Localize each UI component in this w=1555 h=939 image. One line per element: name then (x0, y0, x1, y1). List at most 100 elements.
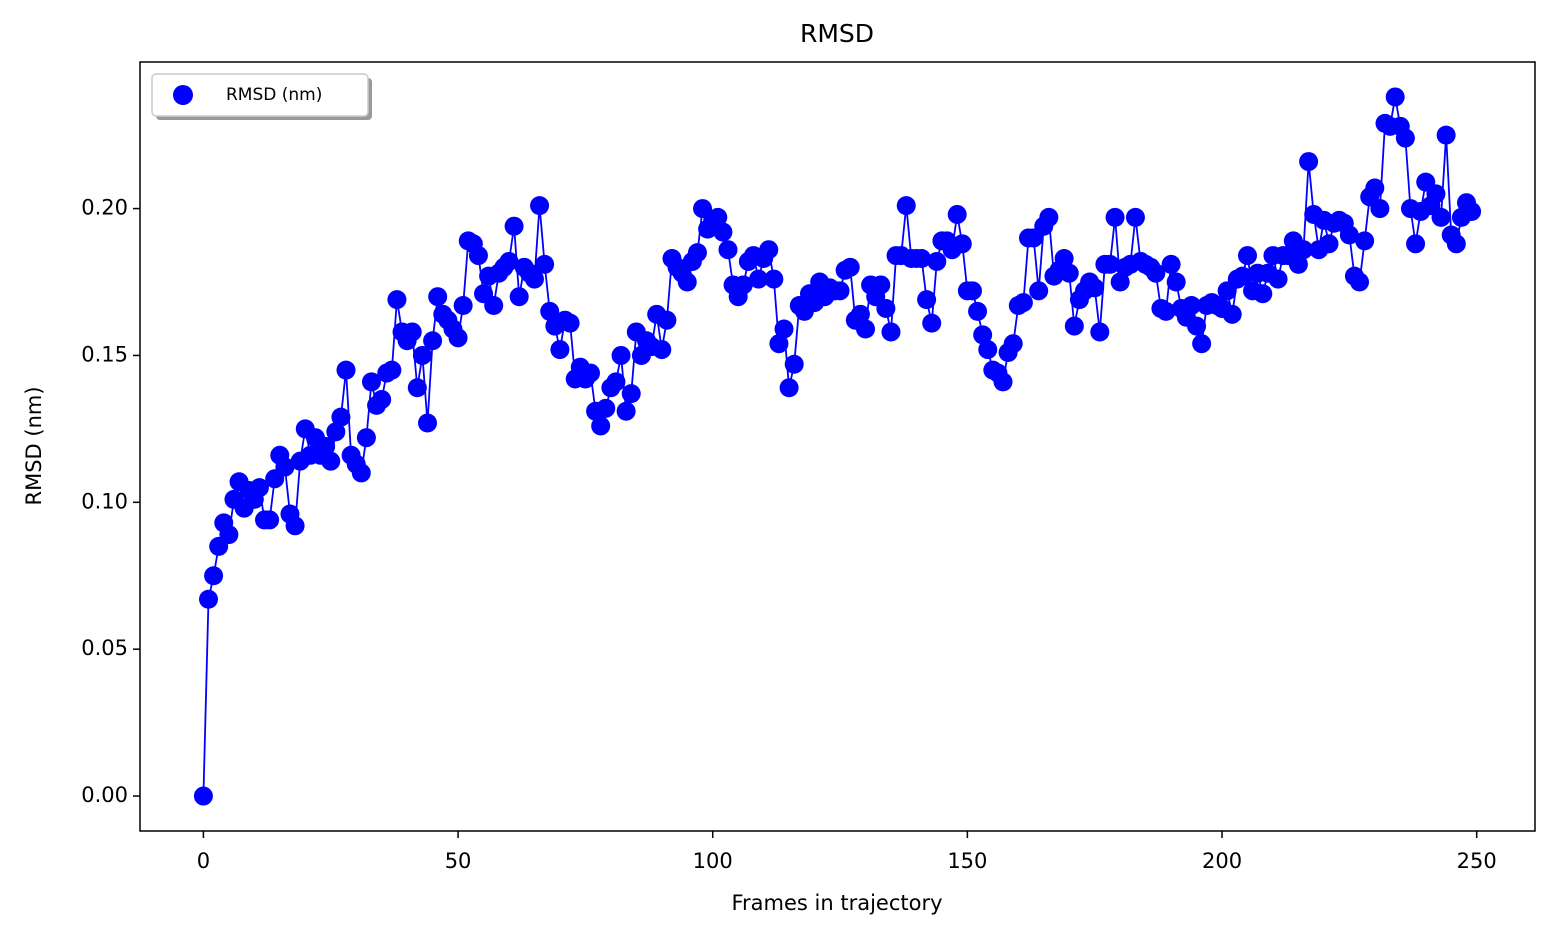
data-point (580, 363, 600, 383)
data-point (759, 240, 779, 260)
data-point (978, 340, 998, 360)
data-point (321, 451, 341, 471)
data-point (596, 398, 616, 418)
data-point (540, 301, 560, 321)
data-point (652, 340, 672, 360)
x-tick-label: 200 (1202, 849, 1242, 873)
data-point (560, 313, 580, 333)
plot-frame (139, 61, 1536, 832)
data-point (382, 360, 402, 380)
x-axis-label: Frames in trajectory (731, 891, 942, 915)
data-point (468, 246, 488, 266)
data-point (708, 207, 728, 227)
data-point (509, 287, 529, 307)
data-point (1125, 207, 1145, 227)
data-point (657, 310, 677, 330)
x-tick-label: 100 (693, 849, 733, 873)
y-tick-label: 0.20 (81, 196, 128, 220)
data-point (1181, 296, 1201, 316)
x-tick-label: 150 (947, 849, 987, 873)
x-tick-label: 0 (197, 849, 210, 873)
data-point (1156, 301, 1176, 321)
chart-title: RMSD (800, 19, 874, 48)
data-point (199, 589, 219, 609)
data-point (1222, 304, 1242, 324)
data-point (504, 216, 524, 236)
data-point (219, 525, 239, 545)
data-point (336, 360, 356, 380)
data-point (611, 345, 631, 365)
y-tick-label: 0.05 (81, 636, 128, 660)
data-point (922, 313, 942, 333)
data-point (1090, 322, 1110, 342)
data-point (1288, 254, 1308, 274)
data-point (428, 287, 448, 307)
data-point (1237, 246, 1257, 266)
data-point (1406, 234, 1426, 254)
data-point (1299, 152, 1319, 172)
data-point (993, 372, 1013, 392)
y-axis-label: RMSD (nm) (22, 386, 46, 505)
data-point (387, 290, 407, 310)
data-point (912, 249, 932, 269)
data-point (876, 298, 896, 318)
data-point (1161, 254, 1181, 274)
data-point (962, 281, 982, 301)
data-point (1370, 199, 1390, 219)
data-point (249, 478, 269, 498)
data-point (356, 428, 376, 448)
data-point (713, 222, 733, 242)
data-point (1013, 293, 1033, 313)
data-point (530, 196, 550, 216)
data-point (917, 290, 937, 310)
data-point (1385, 87, 1405, 107)
data-point (1105, 207, 1125, 227)
data-point (418, 413, 438, 433)
data-point (1085, 278, 1105, 298)
data-point (784, 354, 804, 374)
data-point (372, 390, 392, 410)
data-point (351, 463, 371, 483)
data-point (326, 422, 346, 442)
data-point (871, 275, 891, 295)
data-point (881, 322, 901, 342)
data-point (1355, 231, 1375, 251)
data-point (850, 304, 870, 324)
data-point (1365, 178, 1385, 198)
data-point (1253, 284, 1273, 304)
data-point (1003, 334, 1023, 354)
data-point (1166, 272, 1186, 292)
data-point (1192, 334, 1212, 354)
y-tick-label: 0.10 (81, 489, 128, 513)
data-point (606, 372, 626, 392)
data-point (407, 378, 427, 398)
data-point (840, 257, 860, 277)
data-point (535, 254, 555, 274)
x-tick-label: 250 (1457, 849, 1497, 873)
data-point (402, 322, 422, 342)
data-point (524, 269, 544, 289)
data-point (952, 234, 972, 254)
data-point (1146, 263, 1166, 283)
data-point (769, 334, 789, 354)
data-point (1339, 225, 1359, 245)
data-point (275, 457, 295, 477)
legend-marker (173, 85, 193, 105)
data-point (260, 510, 280, 530)
data-point (896, 196, 916, 216)
data-point (687, 243, 707, 263)
data-point (830, 281, 850, 301)
data-point (285, 516, 305, 536)
data-point (193, 786, 213, 806)
data-point (733, 275, 753, 295)
data-point (621, 384, 641, 404)
data-point (947, 204, 967, 224)
data-point (448, 328, 468, 348)
data-point (1446, 234, 1466, 254)
data-point (968, 301, 988, 321)
data-point (499, 251, 519, 271)
legend-label: RMSD (nm) (226, 85, 322, 105)
data-point (616, 401, 636, 421)
